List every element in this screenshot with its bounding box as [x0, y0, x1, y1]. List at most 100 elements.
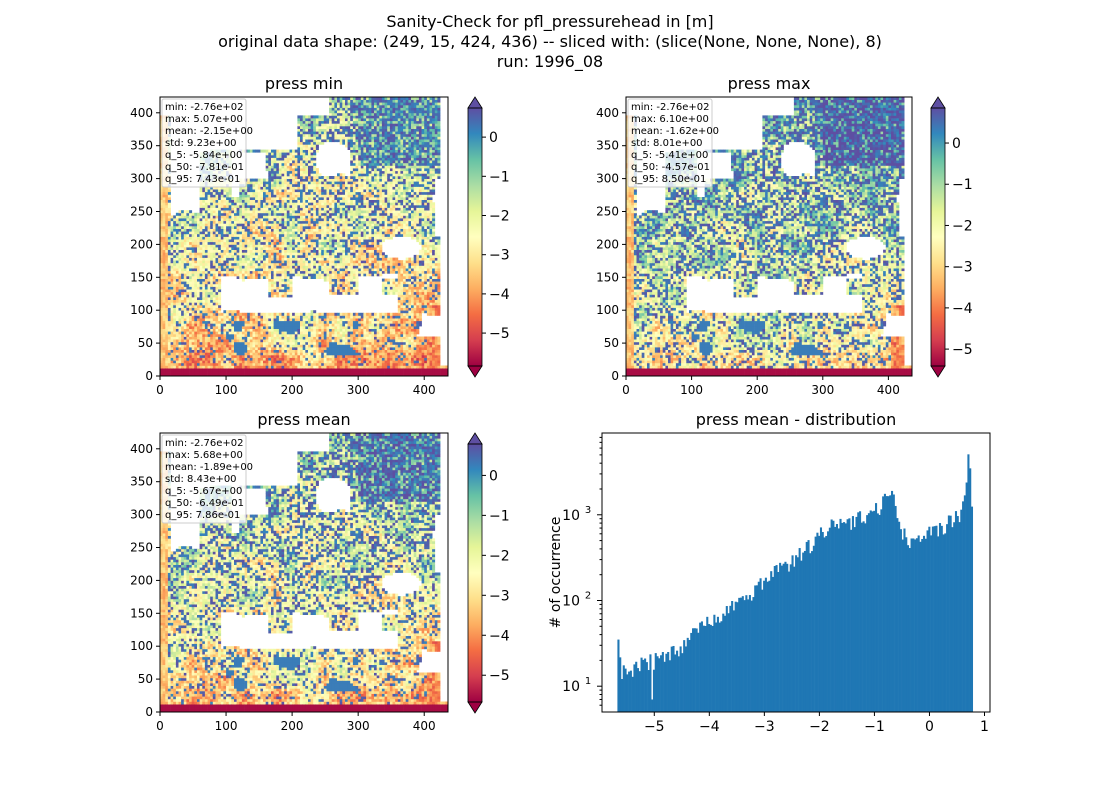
heatmap-cell	[212, 249, 216, 253]
heatmap-cell	[257, 328, 261, 332]
heatmap-cell	[289, 268, 293, 272]
heatmap-cell	[313, 273, 317, 277]
heatmap-cell	[220, 273, 224, 277]
heatmap-cell	[252, 244, 256, 248]
heatmap-cell	[281, 339, 285, 343]
heatmap-cell	[255, 204, 259, 208]
heatmap-cell	[310, 126, 314, 129]
heatmap-cell	[271, 181, 274, 185]
heatmap-cell	[239, 254, 243, 258]
heatmap-cell	[189, 357, 193, 361]
heatmap-cell	[302, 123, 306, 127]
heatmap-cell	[215, 286, 219, 290]
heatmap-cell	[310, 352, 314, 356]
heatmap-cell	[305, 331, 309, 335]
heatmap-cell	[292, 239, 296, 243]
heatmap-cell	[244, 260, 248, 264]
heatmap-cell	[212, 289, 216, 293]
heatmap-cell	[173, 244, 177, 248]
heatmap-cell	[160, 204, 163, 208]
heatmap-cell	[284, 183, 288, 187]
heatmap-cell	[160, 268, 163, 272]
heatmap-cell	[199, 278, 203, 282]
heatmap-cell	[318, 178, 322, 182]
heatmap-cell	[247, 233, 251, 237]
heatmap-cell	[178, 281, 182, 285]
heatmap-cell	[310, 270, 314, 274]
heatmap-cell	[226, 344, 230, 348]
heatmap-cell	[318, 239, 322, 243]
heatmap-cell	[255, 373, 259, 377]
heatmap-cell	[207, 304, 211, 308]
heatmap-cell	[241, 233, 245, 237]
heatmap-cell	[239, 247, 243, 250]
heatmap-cell	[276, 354, 280, 358]
heatmap-cell	[257, 226, 261, 229]
heatmap-cell	[220, 260, 224, 264]
heatmap-cell	[331, 270, 335, 274]
heatmap-cell	[255, 223, 259, 227]
heatmap-cell	[278, 336, 282, 340]
heatmap-cell	[318, 128, 322, 132]
heatmap-cell	[167, 218, 171, 222]
heatmap-cell	[289, 281, 293, 285]
heatmap-cell	[249, 344, 253, 348]
heatmap-cell	[202, 333, 206, 337]
heatmap-cell	[234, 199, 237, 203]
heatmap-cell	[234, 352, 237, 356]
heatmap-cell	[204, 204, 208, 208]
heatmap-cell	[165, 286, 169, 290]
heatmap-cell	[170, 254, 174, 258]
heatmap-cell	[302, 262, 306, 266]
heatmap-cell	[300, 210, 303, 214]
heatmap-cell	[310, 152, 314, 156]
heatmap-cell	[202, 318, 206, 322]
heatmap-cell	[189, 244, 193, 248]
heatmap-cell	[284, 365, 288, 369]
heatmap-cell	[308, 360, 311, 364]
heatmap-cell	[310, 231, 314, 235]
heatmap-cell	[300, 362, 303, 366]
heatmap-cell	[167, 236, 171, 240]
heatmap-cell	[210, 207, 214, 211]
heatmap-cell	[247, 312, 251, 316]
heatmap-cell	[247, 373, 251, 377]
heatmap-cell	[294, 352, 298, 356]
heatmap-cell	[329, 107, 333, 111]
heatmap-cell	[315, 247, 319, 250]
heatmap-cell	[284, 228, 288, 232]
heatmap-cell	[173, 373, 177, 377]
heatmap-cell	[226, 318, 230, 322]
heatmap-cell	[286, 249, 290, 253]
heatmap-cell	[329, 244, 333, 248]
heatmap-cell	[183, 373, 187, 377]
heatmap-cell	[331, 260, 335, 264]
heatmap-cell	[178, 270, 182, 274]
heatmap-cell	[204, 302, 208, 306]
heatmap-cell	[326, 204, 330, 208]
heatmap-cell	[204, 191, 208, 195]
heatmap-cell	[199, 349, 203, 353]
heatmap-cell	[265, 199, 269, 203]
heatmap-cell	[197, 339, 200, 343]
heatmap-cell	[257, 254, 261, 258]
heatmap-cell	[189, 354, 193, 358]
heatmap-cell	[175, 302, 179, 306]
heatmap-cell	[236, 328, 240, 332]
heatmap-cell	[220, 373, 224, 377]
heatmap-cell	[215, 207, 219, 211]
heatmap-cell	[218, 189, 222, 193]
heatmap-cell	[231, 270, 235, 274]
heatmap-cell	[302, 147, 306, 150]
heatmap-cell	[310, 354, 314, 358]
heatmap-cell	[315, 183, 319, 187]
heatmap-cell	[271, 323, 274, 327]
heatmap-cell	[268, 283, 272, 287]
heatmap-cell	[326, 252, 330, 256]
heatmap-cell	[247, 323, 251, 327]
heatmap-cell	[186, 328, 190, 332]
heatmap-cell	[167, 270, 171, 274]
heatmap-cell	[220, 226, 224, 229]
heatmap-cell	[228, 323, 232, 327]
heatmap-cell	[197, 318, 200, 322]
